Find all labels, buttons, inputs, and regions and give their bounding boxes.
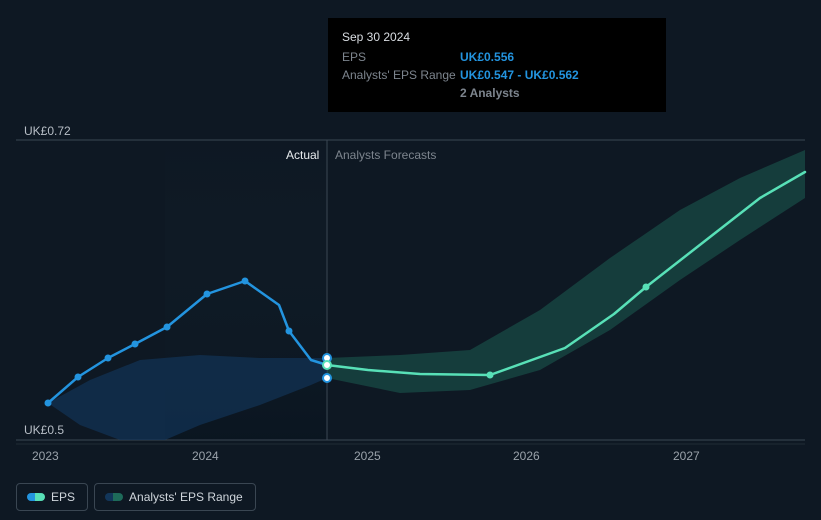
x-axis-label: 2027 <box>673 449 700 463</box>
chart-tooltip: Sep 30 2024 EPS UK£0.556 Analysts' EPS R… <box>328 18 666 112</box>
legend-swatch-range <box>105 493 121 501</box>
y-axis-label-top: UK£0.72 <box>24 124 71 138</box>
tooltip-date: Sep 30 2024 <box>342 28 652 46</box>
legend-item-range[interactable]: Analysts' EPS Range <box>94 483 256 511</box>
legend-swatch-eps <box>27 493 43 501</box>
y-axis-label-bottom: UK£0.5 <box>24 423 64 437</box>
tooltip-eps-key: EPS <box>342 48 460 66</box>
tooltip-range-key: Analysts' EPS Range <box>342 66 460 84</box>
x-axis-label: 2024 <box>192 449 219 463</box>
tooltip-analysts: 2 Analysts <box>460 84 520 102</box>
legend-label-range: Analysts' EPS Range <box>129 490 243 504</box>
tooltip-range-val: UK£0.547 - UK£0.562 <box>460 66 579 84</box>
tooltip-eps-val: UK£0.556 <box>460 48 514 66</box>
chart-legend: EPS Analysts' EPS Range <box>16 483 256 511</box>
eps-chart-container: UK£0.72 UK£0.5 Actual Analysts Forecasts… <box>0 0 821 520</box>
x-axis-label: 2023 <box>32 449 59 463</box>
section-label-forecast: Analysts Forecasts <box>335 148 436 162</box>
x-axis-label: 2026 <box>513 449 540 463</box>
x-axis-label: 2025 <box>354 449 381 463</box>
legend-label-eps: EPS <box>51 490 75 504</box>
legend-item-eps[interactable]: EPS <box>16 483 88 511</box>
section-label-actual: Actual <box>286 148 319 162</box>
